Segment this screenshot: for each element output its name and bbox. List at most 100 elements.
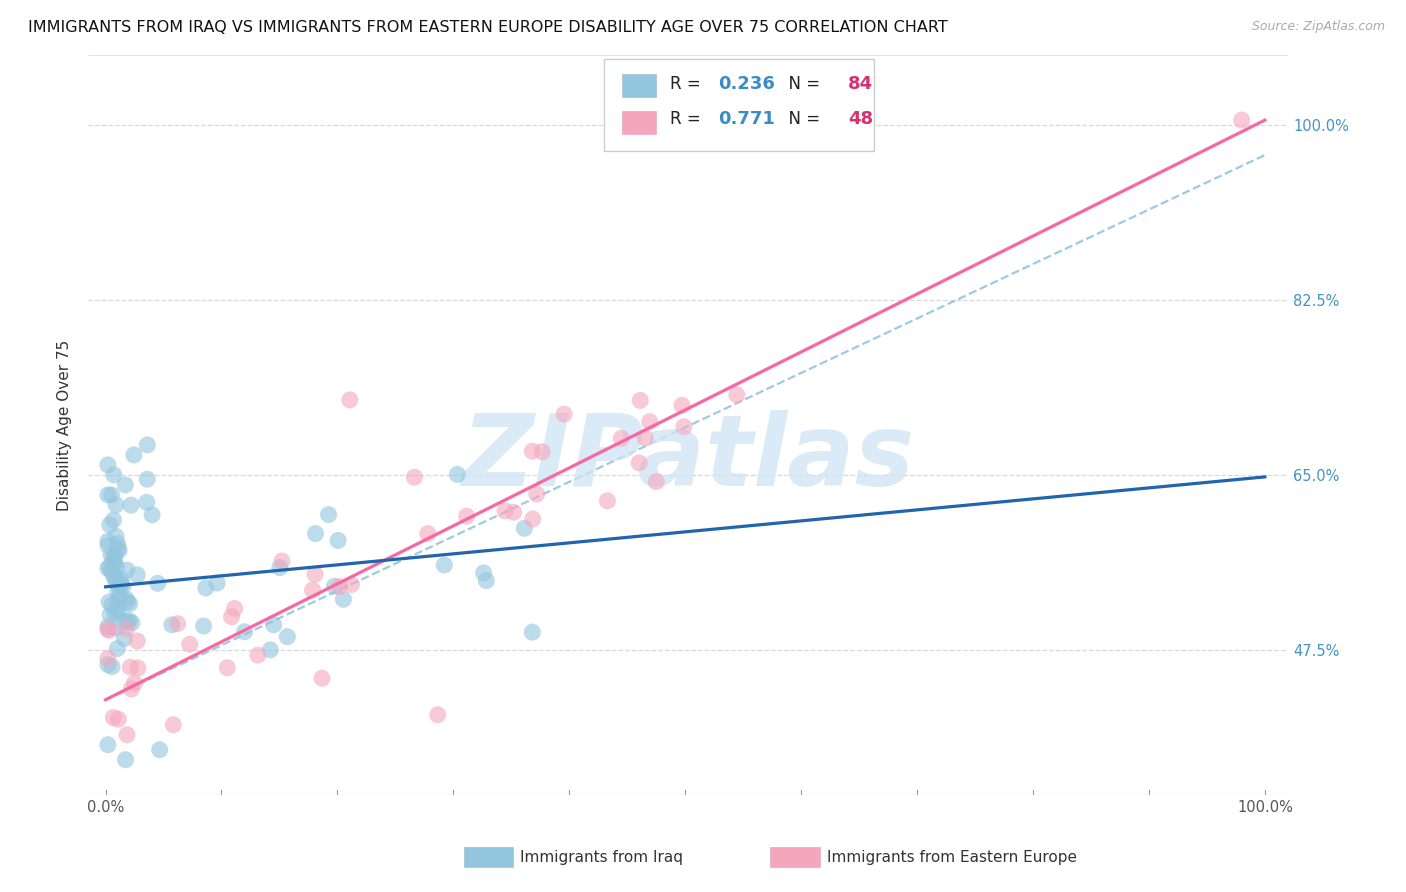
Point bbox=[146, 576, 169, 591]
Point bbox=[104, 555, 127, 569]
Point bbox=[103, 710, 125, 724]
Point bbox=[115, 592, 138, 607]
Point bbox=[114, 478, 136, 492]
Point bbox=[1230, 113, 1253, 128]
Point bbox=[104, 621, 127, 635]
Point bbox=[114, 753, 136, 767]
Point bbox=[103, 555, 125, 569]
Point bbox=[101, 659, 124, 673]
Point bbox=[672, 419, 695, 434]
Text: 0.771: 0.771 bbox=[718, 111, 775, 128]
Point bbox=[104, 606, 127, 620]
Point bbox=[103, 467, 125, 482]
Point bbox=[107, 712, 129, 726]
Point bbox=[135, 495, 157, 509]
Point bbox=[628, 456, 651, 470]
Point bbox=[246, 648, 269, 662]
Y-axis label: Disability Age Over 75: Disability Age Over 75 bbox=[58, 339, 72, 510]
Point bbox=[725, 388, 748, 402]
Point bbox=[328, 580, 350, 594]
Text: Source: ZipAtlas.com: Source: ZipAtlas.com bbox=[1251, 20, 1385, 33]
Point bbox=[110, 590, 132, 604]
Point bbox=[522, 512, 544, 526]
Point bbox=[502, 505, 524, 519]
Text: R =: R = bbox=[671, 75, 706, 93]
Point bbox=[97, 623, 120, 637]
Point bbox=[108, 579, 131, 593]
Point bbox=[118, 597, 141, 611]
Point bbox=[97, 539, 120, 553]
Point bbox=[100, 488, 122, 502]
Point bbox=[553, 407, 575, 421]
Point bbox=[301, 582, 323, 597]
Point bbox=[117, 615, 139, 629]
Point bbox=[120, 498, 142, 512]
Point bbox=[98, 595, 121, 609]
Text: 0.236: 0.236 bbox=[718, 75, 775, 93]
Point bbox=[221, 609, 243, 624]
Point bbox=[433, 558, 456, 572]
Text: IMMIGRANTS FROM IRAQ VS IMMIGRANTS FROM EASTERN EUROPE DISABILITY AGE OVER 75 CO: IMMIGRANTS FROM IRAQ VS IMMIGRANTS FROM … bbox=[28, 20, 948, 35]
Point bbox=[118, 614, 141, 628]
Point bbox=[404, 470, 426, 484]
Point bbox=[269, 560, 291, 574]
Point bbox=[117, 595, 139, 609]
Point bbox=[446, 467, 468, 482]
Point bbox=[645, 475, 668, 489]
Point bbox=[97, 458, 120, 472]
Point bbox=[100, 564, 122, 578]
Point bbox=[531, 444, 554, 458]
Point bbox=[115, 728, 138, 742]
Point bbox=[426, 707, 449, 722]
Text: ZIPatlas: ZIPatlas bbox=[461, 409, 915, 507]
Point bbox=[97, 534, 120, 549]
Point bbox=[97, 738, 120, 752]
Point bbox=[311, 671, 333, 685]
Point bbox=[339, 392, 361, 407]
Point bbox=[120, 660, 142, 674]
Point bbox=[105, 602, 128, 616]
FancyBboxPatch shape bbox=[621, 111, 655, 135]
Point bbox=[105, 560, 128, 574]
FancyBboxPatch shape bbox=[621, 74, 655, 97]
Point bbox=[416, 526, 439, 541]
Point bbox=[304, 526, 326, 541]
Point bbox=[475, 574, 498, 588]
Point bbox=[105, 498, 128, 512]
Point bbox=[107, 541, 129, 556]
Point bbox=[112, 632, 135, 646]
Point bbox=[513, 521, 536, 535]
Point bbox=[522, 444, 544, 458]
Point bbox=[205, 576, 228, 591]
Point bbox=[98, 559, 121, 574]
Point bbox=[112, 580, 135, 594]
Point bbox=[97, 488, 120, 502]
Point bbox=[166, 616, 188, 631]
Point bbox=[103, 513, 125, 527]
Point bbox=[97, 657, 120, 672]
Point bbox=[456, 509, 478, 524]
Point bbox=[98, 624, 121, 638]
Text: N =: N = bbox=[778, 111, 825, 128]
Point bbox=[100, 548, 122, 562]
Point bbox=[149, 742, 172, 756]
Point bbox=[104, 571, 127, 585]
Point bbox=[103, 569, 125, 583]
Text: R =: R = bbox=[671, 111, 706, 128]
Point bbox=[127, 661, 149, 675]
Point bbox=[114, 615, 136, 629]
Point bbox=[472, 566, 495, 580]
FancyBboxPatch shape bbox=[605, 59, 875, 152]
Point bbox=[340, 577, 363, 591]
Point bbox=[124, 676, 146, 690]
Point bbox=[263, 617, 285, 632]
Point bbox=[107, 536, 129, 550]
Point bbox=[217, 661, 239, 675]
Text: 84: 84 bbox=[848, 75, 873, 93]
Point bbox=[105, 529, 128, 543]
Point bbox=[259, 643, 281, 657]
Text: Immigrants from Iraq: Immigrants from Iraq bbox=[520, 850, 683, 864]
Point bbox=[120, 681, 142, 696]
Point bbox=[160, 617, 183, 632]
Point bbox=[326, 533, 349, 548]
